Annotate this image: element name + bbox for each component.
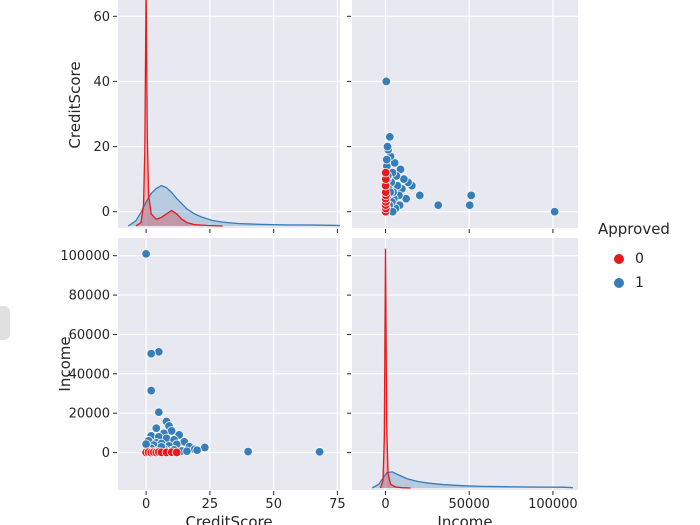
scatter-point — [182, 446, 192, 456]
sidebar-handle[interactable] — [0, 306, 10, 340]
y-axis-label-income: Income — [56, 336, 74, 391]
scatter-point — [146, 385, 156, 396]
gridlines-br — [352, 238, 578, 490]
legend-title: Approved — [598, 220, 670, 238]
kde-line-class-0 — [379, 248, 411, 489]
y-tick-label: 100000 — [60, 249, 110, 264]
scatter-point — [385, 132, 395, 142]
panel-br — [352, 238, 578, 490]
legend-item-approved-0: 0 — [598, 247, 670, 271]
scatter-bl — [141, 249, 325, 458]
legend-label-1: 1 — [635, 275, 644, 291]
kde-fill-class-0 — [135, 0, 223, 226]
kde-fill-class-1 — [128, 185, 340, 226]
legend-marker-red-icon — [614, 254, 624, 264]
scatter-point — [466, 190, 476, 201]
scatter-point — [433, 200, 443, 210]
x-tick-label: 0 — [142, 497, 150, 512]
x-tick-label: 50000 — [449, 497, 490, 512]
scatter-point — [141, 439, 151, 449]
legend: Approved 0 1 — [598, 220, 670, 295]
x-axis-label-income: Income — [437, 513, 492, 525]
y-tick-label: 60000 — [69, 328, 110, 343]
scatter-point — [464, 200, 475, 210]
scatter-point — [151, 423, 162, 433]
x-tick-label: 0 — [381, 497, 389, 512]
scatter-tr — [380, 76, 560, 217]
legend-label-0: 0 — [635, 251, 644, 267]
scatter-point — [192, 445, 202, 455]
scatter-point — [314, 447, 325, 457]
y-axis-label-creditscore: CreditScore — [66, 61, 84, 148]
legend-item-approved-1: 1 — [598, 271, 670, 295]
y-tick-label: 20000 — [69, 407, 110, 422]
x-axis-label-creditscore: CreditScore — [185, 513, 272, 525]
kde-fill-class-1 — [372, 471, 573, 488]
scatter-point — [243, 446, 253, 457]
scatter-point — [389, 158, 400, 168]
y-tick-label: 20 — [93, 140, 110, 155]
y-tick-label: 40 — [93, 75, 110, 90]
scatter-point — [549, 206, 560, 217]
y-tick-label: 0 — [102, 446, 110, 461]
scatter-point — [415, 190, 425, 201]
kde-line-class-1 — [371, 471, 574, 489]
scatter-point — [381, 154, 392, 165]
scatter-point — [154, 407, 164, 417]
scatter-point — [171, 447, 182, 458]
scatter-point — [141, 249, 151, 259]
x-tick-label: 50 — [265, 497, 282, 512]
kde-tl — [127, 0, 340, 227]
x-tick-label: 75 — [329, 497, 346, 512]
y-tick-label: 80000 — [69, 289, 110, 304]
scatter-point — [380, 167, 391, 178]
x-tick-label: 25 — [202, 497, 219, 512]
y-tick-label: 60 — [93, 10, 110, 25]
x-tick-label: 100000 — [528, 497, 578, 512]
y-tick-label: 0 — [102, 205, 110, 220]
gridlines-tl — [118, 0, 340, 228]
scatter-point — [382, 141, 393, 152]
y-tick-label: 40000 — [69, 367, 110, 382]
kde-br — [371, 248, 574, 489]
scatter-point — [381, 76, 392, 87]
legend-marker-blue-icon — [614, 278, 624, 288]
kde-line-class-0 — [135, 0, 223, 227]
scatter-point — [146, 348, 156, 359]
